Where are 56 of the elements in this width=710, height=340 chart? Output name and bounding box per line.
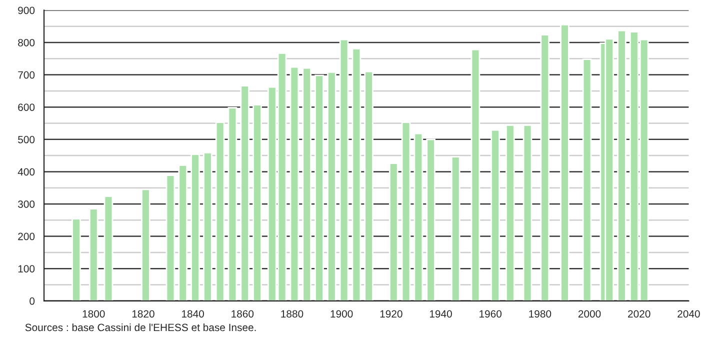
x-tick-label: 1940: [430, 310, 452, 318]
bar: [141, 188, 150, 301]
bar: [617, 30, 626, 301]
source-note: Sources : base Cassini de l'EHESS et base Insee.: [25, 323, 256, 332]
bar: [88, 208, 98, 301]
bar: [302, 67, 312, 301]
bar: [401, 122, 411, 301]
bar: [426, 138, 436, 301]
y-tick-label: 100: [18, 265, 35, 272]
x-tick-label: 1920: [380, 310, 402, 318]
y-tick-label: 900: [18, 6, 35, 14]
x-tick-label: 1860: [232, 310, 254, 318]
bar: [178, 164, 188, 301]
bar: [72, 218, 81, 301]
y-tick-label: 0: [30, 297, 35, 305]
bar: [326, 72, 336, 301]
bar: [470, 48, 480, 301]
x-tick-label: 1820: [132, 310, 154, 318]
bar: [166, 174, 176, 301]
x-tick-label: 1960: [480, 310, 502, 318]
bar: [203, 152, 212, 301]
x-tick-label: 1800: [82, 310, 105, 318]
bar: [506, 124, 515, 301]
bar: [314, 74, 324, 301]
x-tick-label: 2040: [678, 310, 700, 318]
bar: [240, 85, 250, 301]
x-tick-label: 1900: [330, 310, 353, 318]
y-tick-label: 500: [18, 136, 35, 144]
bar: [560, 24, 570, 301]
bar: [190, 154, 200, 301]
bar: [414, 132, 424, 301]
x-tick-label: 2000: [578, 310, 601, 318]
bar: [522, 124, 532, 301]
bar: [364, 70, 374, 301]
y-tick-label: 700: [18, 71, 35, 79]
y-tick-label: 600: [18, 104, 35, 111]
bar: [104, 196, 114, 301]
bar: [339, 38, 349, 301]
bar: [352, 48, 362, 301]
bar: [215, 122, 225, 301]
bar: [388, 162, 398, 301]
bar: [290, 66, 300, 301]
x-tick-label: 1840: [182, 310, 204, 318]
bar: [582, 58, 592, 301]
y-tick-label: 300: [18, 200, 35, 208]
bar: [228, 107, 238, 301]
y-tick-label: 400: [18, 168, 35, 176]
bar: [450, 156, 460, 301]
bar: [540, 34, 550, 301]
x-tick-label: 1980: [529, 310, 552, 318]
x-tick-label: 2020: [628, 310, 650, 318]
bar: [252, 104, 262, 301]
x-tick-label: 1880: [281, 310, 304, 318]
y-tick-label: 800: [18, 39, 35, 46]
y-tick-label: 200: [18, 232, 35, 240]
bar: [490, 129, 500, 301]
